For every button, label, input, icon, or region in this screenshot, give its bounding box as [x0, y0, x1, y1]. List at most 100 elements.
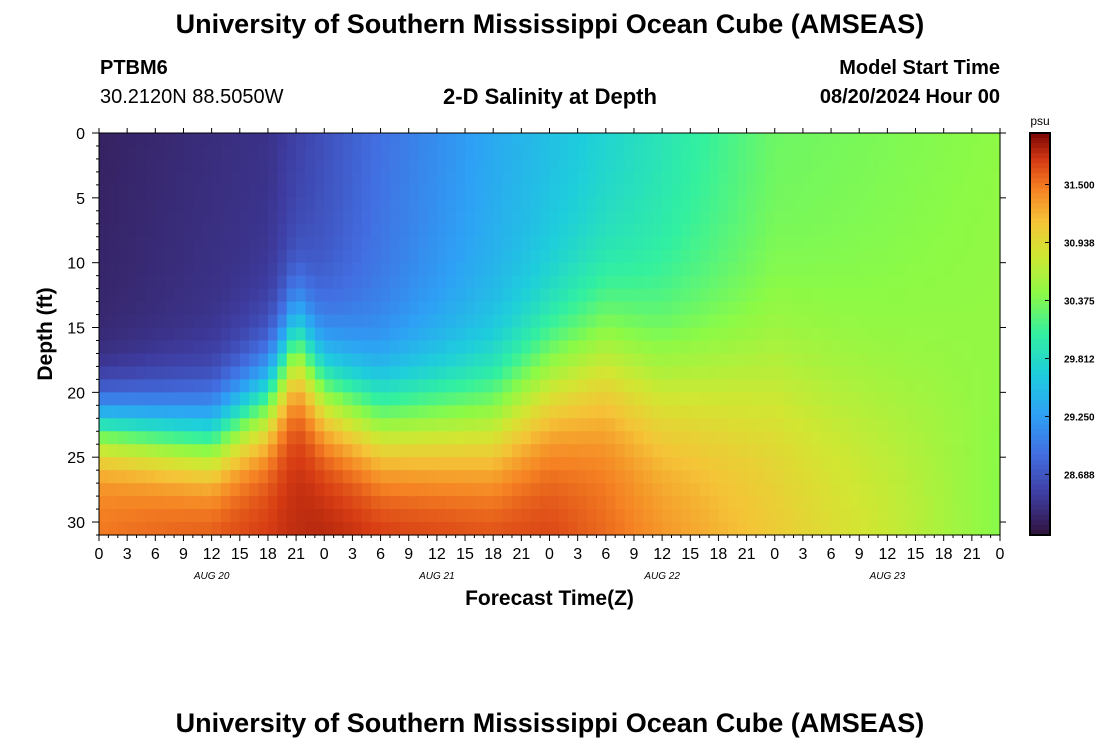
heatmap-cell [211, 327, 222, 342]
heatmap-cell [643, 145, 654, 160]
heatmap-cell [615, 145, 626, 160]
heatmap-cell [502, 444, 513, 458]
heatmap-cell [465, 431, 476, 445]
heatmap-cell [774, 171, 785, 186]
heatmap-cell [652, 133, 663, 147]
heatmap-cell [493, 145, 504, 160]
heatmap-cell [361, 379, 372, 393]
heatmap-cell [784, 496, 795, 510]
heatmap-cell [502, 431, 513, 445]
heatmap-cell [765, 158, 776, 173]
heatmap-cell [136, 236, 147, 251]
heatmap-cell [971, 262, 982, 277]
heatmap-cell [305, 353, 316, 368]
heatmap-cell [502, 236, 513, 251]
heatmap-cell [333, 431, 344, 445]
heatmap-cell [643, 496, 654, 510]
heatmap-cell [971, 392, 982, 406]
heatmap-cell [343, 158, 354, 173]
heatmap-cell [840, 509, 851, 523]
heatmap-cell [643, 197, 654, 212]
heatmap-cell [221, 353, 231, 368]
heatmap-cell [99, 431, 109, 445]
heatmap-cell [314, 353, 325, 368]
heatmap-cell [267, 522, 278, 536]
heatmap-cell [183, 223, 194, 238]
heatmap-cell [502, 392, 513, 406]
heatmap-cell [540, 379, 551, 393]
heatmap-cell [511, 158, 522, 173]
heatmap-cell [380, 171, 391, 186]
heatmap-cell [915, 275, 926, 290]
heatmap-cell [99, 392, 109, 406]
heatmap-cell [230, 353, 241, 368]
heatmap-cell [859, 509, 870, 523]
heatmap-cell [868, 340, 879, 355]
heatmap-cell [230, 470, 241, 484]
heatmap-cell [474, 158, 485, 173]
heatmap-cell [587, 133, 598, 147]
heatmap-cell [737, 262, 748, 277]
heatmap-cell [239, 171, 250, 186]
heatmap-cell [296, 158, 307, 173]
heatmap-cell [155, 483, 166, 497]
heatmap-cell [746, 288, 757, 303]
station-id: PTBM6 [100, 57, 168, 79]
heatmap-cell [840, 314, 851, 329]
heatmap-cell [662, 262, 673, 277]
heatmap-cell [568, 405, 579, 419]
heatmap-cell [577, 509, 588, 523]
heatmap-cell [831, 353, 842, 368]
heatmap-cell [502, 483, 513, 497]
heatmap-cell [305, 236, 316, 251]
heatmap-cell [727, 288, 738, 303]
heatmap-cell [511, 210, 522, 225]
heatmap-cell [793, 145, 804, 160]
heatmap-cell [277, 509, 288, 523]
heatmap-cell [831, 145, 842, 160]
colorbar-segment [1030, 208, 1050, 215]
heatmap-cell [455, 444, 466, 458]
heatmap-cell [399, 470, 410, 484]
heatmap-cell [680, 340, 691, 355]
x-tick-label: 9 [404, 546, 413, 563]
heatmap-cell [540, 288, 551, 303]
heatmap-cell [962, 314, 973, 329]
heatmap-cell [202, 184, 213, 199]
heatmap-cell [136, 392, 147, 406]
heatmap-cell [511, 197, 522, 212]
heatmap-cell [230, 275, 241, 290]
heatmap-cell [896, 171, 907, 186]
heatmap-cell [671, 184, 682, 199]
heatmap-cell [915, 405, 926, 419]
heatmap-cell [399, 145, 410, 160]
heatmap-cell [784, 379, 795, 393]
heatmap-cell [230, 327, 241, 342]
heatmap-cell [577, 496, 588, 510]
heatmap-cell [849, 496, 860, 510]
heatmap-cell [314, 275, 325, 290]
heatmap-cell [746, 431, 757, 445]
heatmap-cell [155, 392, 166, 406]
heatmap-cell [934, 470, 945, 484]
heatmap-cell [239, 496, 250, 510]
heatmap-cell [784, 340, 795, 355]
heatmap-cell [990, 171, 1001, 186]
heatmap-cell [718, 145, 729, 160]
heatmap-cell [934, 418, 945, 432]
heatmap-cell [746, 210, 757, 225]
heatmap-cell [737, 340, 748, 355]
heatmap-cell [821, 392, 832, 406]
heatmap-cell [849, 392, 860, 406]
heatmap-cell [145, 236, 156, 251]
heatmap-cell [380, 301, 391, 316]
heatmap-cell [436, 496, 447, 510]
heatmap-cell [568, 133, 579, 147]
heatmap-cell [821, 353, 832, 368]
heatmap-cell [831, 197, 842, 212]
heatmap-cell [465, 444, 476, 458]
heatmap-cell [934, 431, 945, 445]
heatmap-cell [962, 158, 973, 173]
heatmap-cell [962, 275, 973, 290]
heatmap-cell [971, 288, 982, 303]
